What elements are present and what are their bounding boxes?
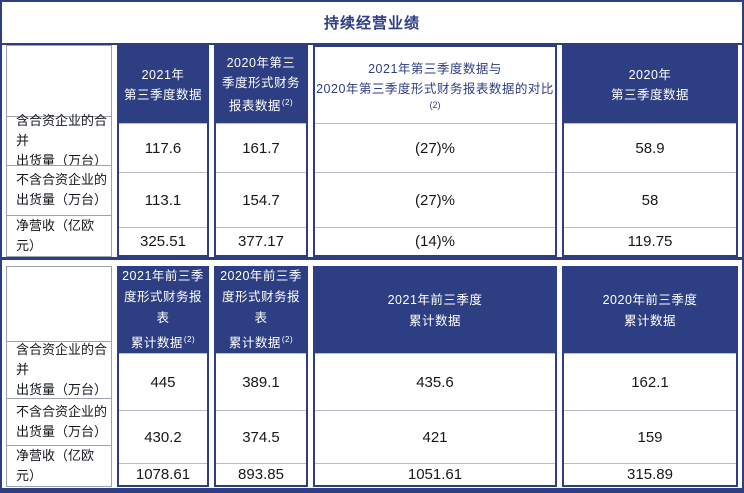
header-line: 2021年前三季度 bbox=[387, 292, 483, 307]
footnote-marker: (2) bbox=[281, 335, 294, 345]
value-cell: 58.9 bbox=[564, 123, 736, 172]
section-q3: 含合资企业的合并 出货量（万台） 不含合资企业的 出货量（万台） 净营收（亿欧元… bbox=[2, 45, 742, 257]
header-line: 度形式财务报表 bbox=[221, 290, 300, 326]
value-cell: 159 bbox=[564, 410, 736, 463]
value-cell: 117.6 bbox=[119, 123, 207, 172]
row-label-line: 出货量（万台） bbox=[16, 382, 108, 398]
header-cell-2020-ytd: 2020年前三季度 累计数据 bbox=[564, 268, 736, 353]
header-line: 2020年第三季度形式财务报表数据的对比 bbox=[316, 81, 554, 96]
value-cell: (14)% bbox=[315, 227, 555, 255]
row-label-line: 净营收（亿欧元） bbox=[16, 218, 95, 253]
value-cell: 377.17 bbox=[216, 227, 306, 255]
row-label-line: 含合资企业的合并 bbox=[16, 112, 108, 148]
header-line: 累计数据(2) bbox=[131, 329, 195, 354]
header-cell-2021-ytd: 2021年前三季度 累计数据 bbox=[315, 268, 555, 353]
value-cell: 893.85 bbox=[216, 463, 306, 485]
header-line: 2021年第三季度数据与 bbox=[368, 61, 502, 76]
row-label-line: 净营收（亿欧元） bbox=[16, 448, 95, 483]
value-cell: 1078.61 bbox=[119, 463, 207, 485]
value-cell: 445 bbox=[119, 353, 207, 410]
header-line: 累计数据 bbox=[623, 313, 676, 328]
column-2020-ytd-proforma: 2020年前三季 度形式财务报表 累计数据(2) 389.1 374.5 893… bbox=[214, 266, 308, 487]
value-cell: 162.1 bbox=[564, 353, 736, 410]
header-line-text: 累计数据 bbox=[228, 336, 281, 351]
header-line: 2020年前三季度 bbox=[602, 292, 698, 307]
header-cell-2020-q3: 2020年 第三季度数据 bbox=[564, 47, 736, 123]
column-2021-ytd: 2021年前三季度 累计数据 435.6 421 1051.61 bbox=[313, 266, 557, 487]
title-bar: 持续经营业绩 bbox=[2, 2, 742, 45]
row-label-line: 含合资企业的合并 bbox=[16, 342, 108, 378]
value-cell: 435.6 bbox=[315, 353, 555, 410]
column-2020-q3-proforma: 2020年第三 季度形式财务 报表数据(2) 161.7 154.7 377.1… bbox=[214, 45, 308, 257]
page-title: 持续经营业绩 bbox=[323, 15, 420, 32]
header-line: 季度形式财务 bbox=[221, 76, 300, 91]
footnote-marker: (2) bbox=[281, 98, 294, 108]
header-cell-q3-comparison: 2021年第三季度数据与 2020年第三季度形式财务报表数据的对比 (2) bbox=[315, 47, 555, 123]
header-line: 2020年第三 bbox=[226, 56, 296, 71]
value-cell: 315.89 bbox=[564, 463, 736, 485]
value-cell: 1051.61 bbox=[315, 463, 555, 485]
value-cell: 119.75 bbox=[564, 227, 736, 255]
row-label-line: 不含合资企业的 bbox=[16, 404, 108, 420]
value-cell: 154.7 bbox=[216, 172, 306, 227]
header-line: 度形式财务报表 bbox=[123, 290, 202, 326]
column-2020-ytd: 2020年前三季度 累计数据 162.1 159 315.89 bbox=[562, 266, 738, 487]
column-q3-comparison: 2021年第三季度数据与 2020年第三季度形式财务报表数据的对比 (2) (2… bbox=[313, 45, 557, 257]
header-line: 第三季度数据 bbox=[123, 88, 202, 102]
row-label-shipments-excl-jv: 不含合资企业的 出货量（万台） bbox=[7, 164, 111, 215]
value-cell: (27)% bbox=[315, 172, 555, 227]
value-cell: 113.1 bbox=[119, 172, 207, 227]
value-cell: 58 bbox=[564, 172, 736, 227]
value-cell: 389.1 bbox=[216, 353, 306, 410]
header-line: 报表数据(2) bbox=[229, 93, 293, 116]
column-2021-q3: 2021年 第三季度数据 117.6 113.1 325.51 bbox=[117, 45, 209, 257]
row-label-shipments-incl-jv: 含合资企业的合并 出货量（万台） bbox=[7, 113, 111, 168]
footnote-marker: (2) bbox=[429, 99, 441, 110]
section-divider bbox=[2, 257, 742, 260]
header-line: 2020年前三季 bbox=[220, 269, 302, 284]
row-label-net-revenue: 净营收（亿欧元） bbox=[7, 445, 111, 486]
header-cell-2021-ytd-proforma: 2021年前三季 度形式财务报表 累计数据(2) bbox=[119, 268, 207, 353]
value-cell: 325.51 bbox=[119, 227, 207, 255]
value-cell: 374.5 bbox=[216, 410, 306, 463]
header-line-text: 累计数据 bbox=[130, 336, 183, 351]
row-label-shipments-incl-jv: 含合资企业的合并 出货量（万台） bbox=[7, 341, 111, 399]
row-labels-column-s2: 含合资企业的合并 出货量（万台） 不含合资企业的 出货量（万台） 净营收（亿欧元… bbox=[6, 266, 112, 487]
row-label-line: 出货量（万台） bbox=[16, 424, 108, 440]
header-line: 2021年 bbox=[141, 68, 185, 82]
row-label-shipments-excl-jv: 不含合资企业的 出货量（万台） bbox=[7, 398, 111, 445]
header-line: 2020年 bbox=[628, 68, 672, 82]
header-line: 第三季度数据 bbox=[610, 88, 689, 102]
header-cell-2020-ytd-proforma: 2020年前三季 度形式财务报表 累计数据(2) bbox=[216, 268, 306, 353]
column-2020-q3: 2020年 第三季度数据 58.9 58 119.75 bbox=[562, 45, 738, 257]
value-cell: 430.2 bbox=[119, 410, 207, 463]
value-cell: 421 bbox=[315, 410, 555, 463]
header-line: 累计数据 bbox=[408, 313, 461, 328]
value-cell: 161.7 bbox=[216, 123, 306, 172]
empty-corner-cell-s2 bbox=[7, 267, 111, 341]
header-line-text: 报表数据 bbox=[228, 99, 281, 114]
header-cell-2021-q3: 2021年 第三季度数据 bbox=[119, 47, 207, 123]
header-cell-2020-q3-proforma: 2020年第三 季度形式财务 报表数据(2) bbox=[216, 47, 306, 123]
value-cell: (27)% bbox=[315, 123, 555, 172]
column-2021-ytd-proforma: 2021年前三季 度形式财务报表 累计数据(2) 445 430.2 1078.… bbox=[117, 266, 209, 487]
footnote-marker: (2) bbox=[183, 335, 196, 345]
header-line: 累计数据(2) bbox=[229, 329, 293, 354]
empty-corner-cell-s1 bbox=[7, 46, 111, 116]
row-labels-column-s1: 含合资企业的合并 出货量（万台） 不含合资企业的 出货量（万台） 净营收（亿欧元… bbox=[6, 45, 112, 257]
row-label-line: 出货量（万台） bbox=[16, 192, 108, 208]
section-ytd: 含合资企业的合并 出货量（万台） 不含合资企业的 出货量（万台） 净营收（亿欧元… bbox=[2, 266, 742, 487]
header-line: 2021年前三季 bbox=[122, 269, 204, 284]
row-label-line: 不含合资企业的 bbox=[16, 172, 108, 188]
row-label-net-revenue: 净营收（亿欧元） bbox=[7, 215, 111, 256]
row-label-line: 出货量（万台） bbox=[16, 152, 108, 168]
